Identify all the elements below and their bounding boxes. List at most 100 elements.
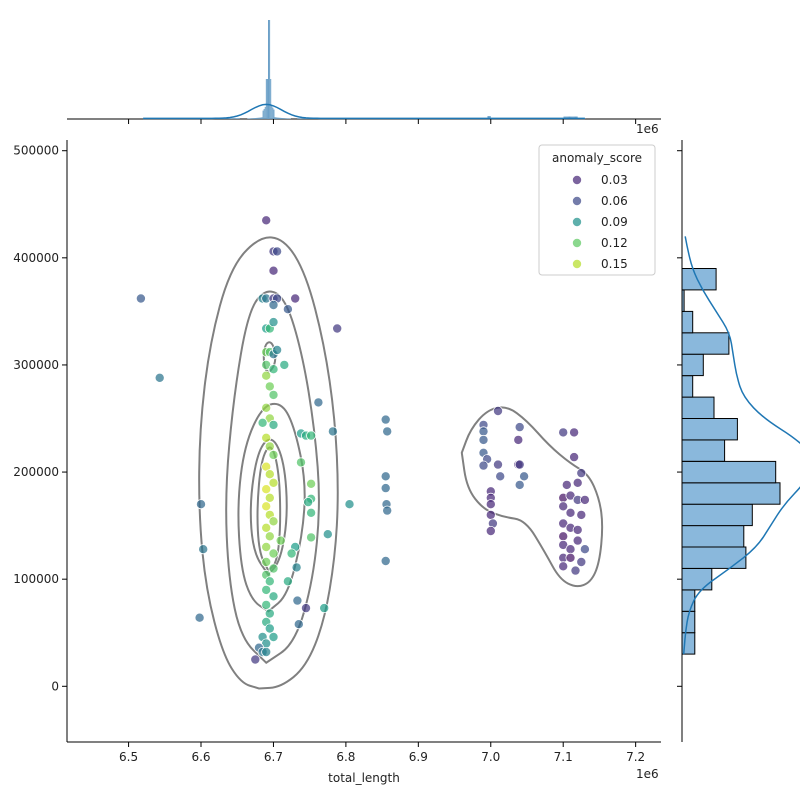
scatter-point	[570, 565, 581, 576]
top-hist-bar	[250, 118, 252, 119]
legend-title: anomaly_score	[552, 151, 642, 165]
scatter-point	[268, 632, 279, 643]
top-hist-bar	[302, 118, 304, 119]
scatter-point	[261, 359, 272, 370]
legend-marker	[572, 237, 583, 248]
scatter-point	[261, 557, 272, 568]
top-hist-bar	[283, 118, 285, 119]
scatter-point	[261, 501, 272, 512]
y-tick-label: 500000	[13, 144, 59, 158]
scatter-point	[319, 603, 330, 614]
scatter-point	[558, 531, 569, 542]
scatter-point	[275, 535, 286, 546]
scatter-point	[519, 471, 530, 482]
scatter-point	[261, 215, 272, 226]
x-tick-label: 6.7	[264, 750, 283, 764]
legend-marker	[572, 195, 583, 206]
top-hist-bar	[300, 118, 302, 119]
scatter-point	[257, 417, 268, 428]
legend-marker	[572, 216, 583, 227]
scatter-point	[154, 372, 165, 383]
top-hist-bar	[286, 118, 288, 119]
scatter-point	[576, 468, 587, 479]
scatter-point	[282, 576, 293, 587]
top-hist-bar	[269, 20, 271, 119]
right-hist-bar	[681, 353, 704, 377]
scatter-point	[561, 479, 572, 490]
scatter-point	[565, 544, 576, 555]
scatter-point	[558, 518, 569, 529]
x-tick-label: 6.5	[119, 750, 138, 764]
scatter-point	[268, 265, 279, 276]
legend-label: 0.15	[601, 257, 628, 271]
top-hist-bar	[262, 110, 264, 119]
top-hist-bar	[287, 118, 289, 119]
scatter-point	[576, 557, 587, 568]
legend-entries: 0.03 0.06 0.09 0.12 0.15	[572, 173, 628, 271]
top-hist-bar	[298, 118, 300, 119]
scatter-point	[264, 608, 275, 619]
scatter-point	[514, 459, 525, 470]
scatter-point	[322, 529, 333, 540]
top-hist-bar	[271, 105, 273, 119]
top-hist-bar	[238, 118, 240, 119]
top-kde-curve	[143, 103, 585, 120]
top-hist-bar	[237, 118, 239, 119]
scatter-point	[492, 459, 503, 470]
top-hist-bar	[259, 117, 261, 119]
scatter-point	[380, 471, 391, 482]
top-hist-bar	[251, 118, 253, 119]
top-hist-bar	[247, 118, 249, 119]
top-hist-bar	[249, 118, 251, 119]
scatter-point	[268, 299, 279, 310]
scatter-point	[579, 544, 590, 555]
top-hist-bar	[304, 118, 306, 119]
scatter-point	[250, 654, 261, 665]
scatter-point	[264, 492, 275, 503]
scatter-point	[268, 516, 279, 527]
scatter-point	[576, 509, 587, 520]
scatter-point	[492, 405, 503, 416]
scatter-point	[295, 457, 306, 468]
top-hist-bar	[231, 118, 233, 119]
scatter-point	[264, 531, 275, 542]
right-hist-bar	[681, 439, 726, 462]
top-hist-bar	[279, 117, 281, 119]
x-tick-label: 6.8	[336, 750, 355, 764]
scatter-point	[380, 483, 391, 494]
top-hist-bar	[489, 116, 491, 119]
scatter-point	[514, 422, 525, 433]
scatter-point	[268, 364, 279, 375]
scatter-point	[194, 612, 205, 623]
right-hist-bar	[681, 568, 713, 591]
scatter-point	[272, 344, 283, 355]
scatter-point	[261, 599, 272, 610]
top-hist-bar	[284, 118, 286, 119]
x-axis-offset-label: 1e6	[636, 767, 659, 781]
top-hist-bar	[252, 118, 254, 119]
scatter-point	[495, 471, 506, 482]
kde-contour-1	[225, 290, 320, 665]
scatter-point	[135, 293, 146, 304]
top-hist-bar	[487, 116, 489, 119]
top-axis-offset-label: 1e6	[636, 122, 659, 136]
right-hist-bar	[681, 546, 747, 569]
top-hist-bar	[288, 118, 290, 119]
top-hist-bar	[256, 117, 258, 119]
top-hist-bar	[227, 118, 229, 119]
y-axis-ticks: 0 100000 200000 300000 400000 500000	[13, 144, 67, 693]
legend-label: 0.03	[601, 173, 628, 187]
right-hist-bar	[681, 268, 717, 291]
scatter-point	[306, 478, 317, 489]
top-hist-bar	[289, 118, 291, 119]
right-hist-bar	[681, 289, 685, 312]
scatter-point	[569, 452, 580, 463]
scatter-point	[261, 522, 272, 533]
top-hist-bar	[274, 117, 276, 119]
scatter-point	[565, 552, 576, 563]
scatter-point	[292, 595, 303, 606]
right-hist-bar	[681, 503, 753, 527]
scatter-point	[485, 499, 496, 510]
